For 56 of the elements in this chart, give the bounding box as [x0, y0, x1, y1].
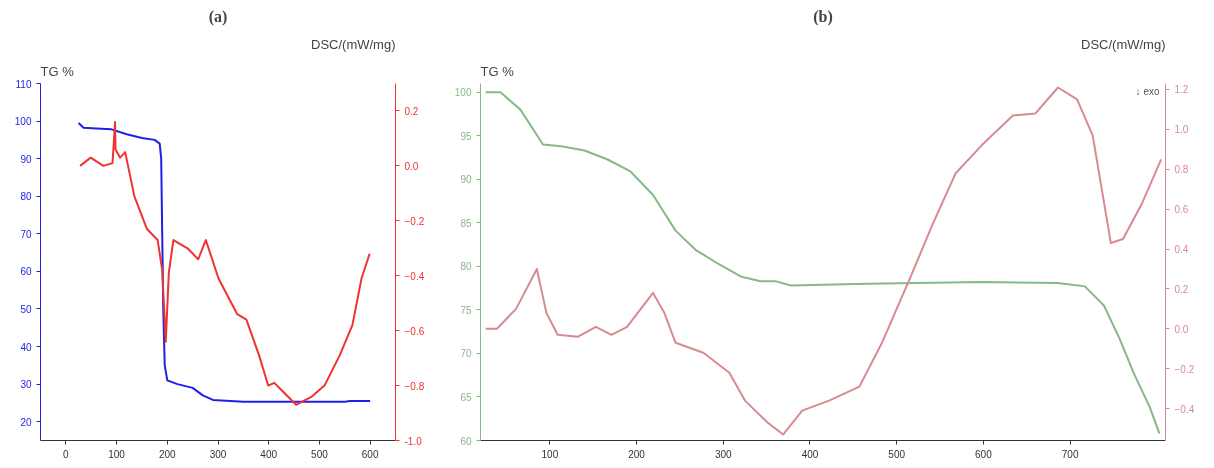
- y-tick-label: 50: [20, 303, 32, 315]
- y-tick-label: 110: [15, 78, 32, 90]
- x-tick-label: 300: [209, 448, 227, 460]
- y-tick-label: 100: [14, 116, 32, 128]
- y2-tick-label: 0.2: [404, 105, 419, 117]
- y2-tick-label: −0.4: [1174, 403, 1195, 415]
- y-tick-label: 100: [454, 87, 472, 99]
- x-tick-label: 300: [714, 448, 733, 460]
- x-tick-label: 700: [1061, 448, 1079, 460]
- y2-tick-label: 0.0: [404, 160, 419, 172]
- y2-tick-label: 0.2: [1174, 283, 1189, 295]
- x-tick-label: 500: [888, 448, 906, 460]
- y-tick-label: 90: [20, 153, 32, 165]
- y-tick-label: 70: [460, 348, 472, 360]
- y2-tick-label: −0.6: [404, 325, 425, 337]
- y-tick-label: 85: [460, 217, 472, 229]
- y-tick-label: 80: [460, 261, 472, 273]
- y2-tick-label: 0.0: [1174, 323, 1189, 335]
- y-tick-label: 70: [20, 228, 32, 240]
- y2-axis-title: DSC/(mW/mg): [311, 36, 396, 52]
- y-axis-title: TG %: [40, 63, 75, 79]
- y2-tick-label: −0.2: [404, 215, 425, 227]
- x-tick-label: 200: [158, 448, 177, 460]
- y-tick-label: 90: [460, 174, 472, 186]
- chart-title: (a): [208, 7, 228, 26]
- x-tick-label: 100: [108, 448, 126, 460]
- x-tick-label: 400: [260, 448, 278, 460]
- y2-tick-label: −0.2: [1174, 363, 1195, 375]
- y-tick-label: 30: [20, 379, 32, 391]
- y2-tick-label: −0.8: [404, 380, 425, 392]
- chart-title: (b): [813, 7, 833, 26]
- x-tick-label: 100: [541, 448, 559, 460]
- y-tick-label: 95: [460, 130, 472, 142]
- y2-tick-label: 1.2: [1174, 84, 1189, 96]
- y-tick-label: 60: [20, 266, 32, 278]
- y2-tick-label: 0.4: [1174, 244, 1189, 256]
- y2-tick-label: −0.4: [404, 270, 425, 282]
- x-tick-label: 200: [628, 448, 646, 460]
- y2-tick-label: 1.0: [1174, 124, 1189, 136]
- y-tick-label: 80: [20, 191, 32, 203]
- y2-tick-label: 0.8: [1174, 164, 1189, 176]
- x-tick-label: 0: [63, 448, 70, 460]
- annotation: ↓ exo: [1135, 85, 1160, 97]
- y2-tick-label: -1.0: [404, 435, 423, 447]
- y-tick-label: 65: [460, 391, 472, 403]
- x-tick-label: 500: [311, 448, 329, 460]
- y-tick-label: 20: [20, 416, 32, 428]
- x-tick-label: 600: [975, 448, 993, 460]
- y-tick-label: 60: [460, 435, 472, 447]
- y-axis-title: TG %: [480, 63, 515, 79]
- y-tick-label: 40: [20, 341, 32, 353]
- x-tick-label: 400: [801, 448, 819, 460]
- y-tick-label: 75: [460, 304, 472, 316]
- x-tick-label: 600: [361, 448, 379, 460]
- y2-axis-title: DSC/(mW/mg): [1081, 36, 1166, 52]
- y2-tick-label: 0.6: [1174, 204, 1189, 216]
